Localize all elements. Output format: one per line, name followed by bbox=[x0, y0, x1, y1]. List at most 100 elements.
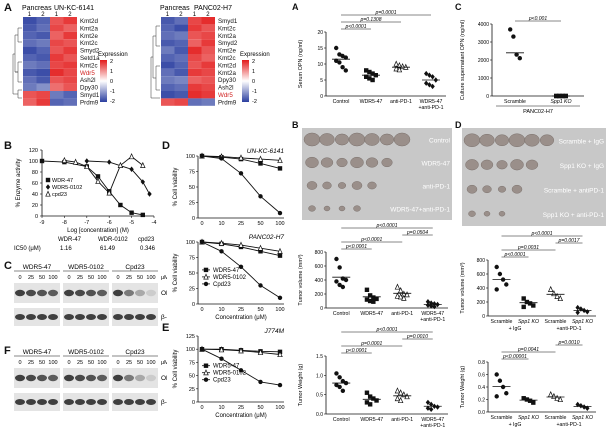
heatmap-cell bbox=[174, 17, 188, 25]
heatmap-cell bbox=[201, 39, 215, 47]
data-point bbox=[258, 161, 263, 166]
heatmap-cell bbox=[63, 39, 77, 47]
tumor bbox=[322, 181, 332, 190]
blot-band-actin bbox=[75, 314, 85, 320]
tumor bbox=[308, 205, 316, 212]
pvalue-label: p<0.0001 bbox=[531, 231, 553, 237]
blot-dose: 0 bbox=[67, 275, 70, 281]
pvalue-label: p=0.0504 bbox=[406, 230, 428, 236]
x-category-label: +anti-PD-1 bbox=[419, 105, 444, 111]
pvalue-label: p<0.0001 bbox=[345, 348, 367, 354]
data-point bbox=[557, 294, 564, 302]
y-tick-label: 5 bbox=[320, 78, 323, 84]
x-tick-label: -9 bbox=[40, 220, 45, 226]
tumor bbox=[465, 159, 479, 171]
heatmap-cell bbox=[188, 54, 202, 62]
ic50-value: 61.49 bbox=[100, 246, 116, 252]
heatmap-cell bbox=[188, 83, 202, 91]
y-tick-label: 2000 bbox=[478, 58, 489, 64]
heatmap-cell bbox=[188, 91, 202, 99]
heatmap-cell bbox=[188, 61, 202, 69]
x-tick-label: 50 bbox=[257, 405, 263, 411]
group-label: + IgG bbox=[509, 326, 522, 332]
photo-row-label: Scramble + antiPD-1 bbox=[544, 187, 605, 194]
heatmap-right-group-b: PANC02-H7 bbox=[194, 5, 232, 12]
heatmap-cell bbox=[63, 68, 77, 77]
heatmap-cell bbox=[188, 98, 202, 106]
data-point bbox=[238, 171, 244, 176]
data-point bbox=[364, 68, 369, 73]
heatmap-cell bbox=[161, 76, 175, 84]
chart-enzyme-activity: 0 20 40 60 80 100 120 -9 -8 -7 -6 -5 -4 % Enzyme acti… bbox=[14, 148, 156, 252]
photo-row-label: Spp1 KO + anti-PD-1 bbox=[543, 212, 605, 219]
y-axis-label: Tumor volume (mm³) bbox=[460, 262, 466, 313]
data-point bbox=[106, 189, 112, 196]
y-tick-label: 1.5 bbox=[316, 354, 323, 360]
blot-band-opn bbox=[86, 374, 96, 382]
data-point bbox=[199, 239, 205, 245]
legend-ticks: 2 1 0 -1 -2 bbox=[110, 59, 115, 105]
legend-marker bbox=[203, 267, 209, 273]
gene-label: Kmt2c bbox=[80, 62, 98, 69]
y-tick-label: 0 bbox=[192, 302, 195, 308]
blot-band-actin bbox=[48, 314, 58, 320]
heatmap-right-gene-labels: Smyd1Kmt2cKmt2aSmyd2Kmt2eKmt2cKmt2dKmt2a… bbox=[218, 18, 238, 106]
y-tick-label: 200 bbox=[315, 292, 324, 298]
blot-band-opn bbox=[26, 374, 36, 382]
heatmap-cell bbox=[50, 39, 64, 47]
blot-band-actin bbox=[15, 399, 25, 405]
blot-band-opn bbox=[113, 374, 123, 382]
data-point bbox=[39, 158, 45, 164]
blot-group-label: WDR5-0102 bbox=[68, 349, 104, 356]
data-point bbox=[277, 350, 283, 358]
heatmap-left-col-numbers: 1 2 1 2 bbox=[28, 12, 73, 18]
heatmap-cell bbox=[174, 76, 188, 84]
legend-marker bbox=[203, 377, 209, 382]
data-point bbox=[364, 400, 370, 405]
data-point bbox=[494, 287, 499, 292]
y-tick-label: 0.0 bbox=[478, 410, 485, 416]
heatmap-cell bbox=[23, 17, 37, 25]
data-point bbox=[334, 279, 339, 284]
x-tick-label: 0 bbox=[200, 221, 203, 227]
blot-dose: 0 bbox=[116, 360, 119, 366]
tumor bbox=[463, 133, 481, 148]
blot-dose: 100 bbox=[97, 360, 106, 366]
heatmap-cell bbox=[161, 31, 175, 40]
heatmap-cell bbox=[188, 17, 202, 25]
legend-gradient bbox=[242, 60, 249, 102]
data-point bbox=[547, 390, 554, 398]
heatmap-cell bbox=[63, 17, 77, 25]
data-point bbox=[219, 156, 224, 161]
pvalue-label: p=0.0017 bbox=[558, 238, 580, 244]
blot-band-opn bbox=[135, 374, 145, 382]
x-category-label: Spp1 KO bbox=[518, 415, 539, 421]
blot-band-opn bbox=[97, 374, 107, 382]
pvalue-label: p=0.0001 bbox=[375, 10, 397, 16]
tumor bbox=[365, 157, 379, 168]
data-point bbox=[511, 34, 516, 39]
heatmap-cell bbox=[63, 61, 77, 69]
photo-row-label: anti-PD-1 bbox=[423, 184, 451, 191]
blot-band-opn bbox=[146, 289, 156, 297]
heatmap-cell bbox=[63, 46, 77, 54]
data-point bbox=[340, 388, 346, 393]
y-tick-label: 75 bbox=[189, 360, 195, 366]
panel-label-D2: D bbox=[455, 120, 462, 130]
heatmap-cell bbox=[23, 68, 37, 77]
gene-label: Prdm9 bbox=[80, 99, 99, 106]
tumor bbox=[379, 133, 394, 146]
data-point bbox=[337, 282, 342, 288]
heatmap-cell bbox=[23, 61, 37, 69]
legend-label: Cpd23 bbox=[213, 282, 231, 288]
heatmap-cell bbox=[161, 17, 175, 25]
data-point bbox=[84, 158, 89, 164]
blot-dose: 50 bbox=[137, 360, 143, 366]
x-tick-label: 25 bbox=[238, 221, 244, 227]
blot-band-actin bbox=[146, 314, 156, 320]
panel-label-C2: C bbox=[455, 2, 462, 12]
heatmap-cell bbox=[63, 91, 77, 99]
data-point bbox=[497, 378, 503, 383]
heatmap-cell bbox=[50, 98, 64, 106]
heatmap-cell bbox=[50, 68, 64, 77]
